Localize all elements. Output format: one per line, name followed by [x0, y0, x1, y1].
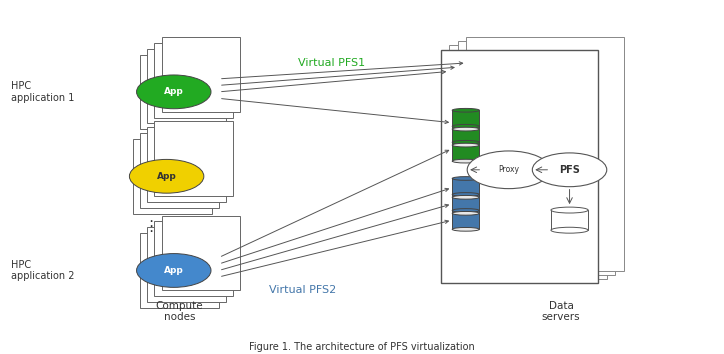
- Bar: [450, 45, 607, 279]
- Ellipse shape: [452, 193, 479, 196]
- Ellipse shape: [452, 195, 479, 199]
- Bar: [452, 110, 479, 129]
- Bar: [140, 133, 219, 208]
- Bar: [154, 222, 233, 296]
- Text: HPC
application 2: HPC application 2: [12, 260, 75, 281]
- Text: Virtual PFS1: Virtual PFS1: [298, 58, 365, 68]
- Bar: [140, 55, 219, 129]
- Text: Data
servers: Data servers: [542, 301, 580, 322]
- Ellipse shape: [452, 127, 479, 131]
- Ellipse shape: [452, 211, 479, 215]
- Bar: [154, 43, 233, 118]
- Text: Virtual PFS2: Virtual PFS2: [269, 285, 336, 295]
- Text: App: App: [157, 172, 177, 181]
- Text: Figure 1. The architecture of PFS virtualization: Figure 1. The architecture of PFS virtua…: [249, 342, 475, 352]
- Circle shape: [532, 153, 607, 187]
- Ellipse shape: [452, 108, 479, 112]
- Ellipse shape: [452, 124, 479, 128]
- Bar: [147, 127, 226, 202]
- Bar: [154, 121, 233, 196]
- Bar: [452, 211, 479, 229]
- Bar: [452, 142, 479, 161]
- Ellipse shape: [551, 207, 588, 213]
- Circle shape: [467, 151, 550, 189]
- Text: Proxy: Proxy: [498, 165, 519, 174]
- Bar: [452, 178, 479, 197]
- Ellipse shape: [452, 209, 479, 212]
- Text: App: App: [164, 266, 184, 275]
- Bar: [551, 210, 588, 230]
- Bar: [441, 50, 598, 284]
- Bar: [147, 48, 226, 123]
- Ellipse shape: [551, 227, 588, 233]
- Ellipse shape: [452, 177, 479, 180]
- Circle shape: [130, 159, 204, 193]
- Bar: [161, 37, 240, 112]
- Ellipse shape: [452, 159, 479, 163]
- Text: Compute
nodes: Compute nodes: [156, 301, 203, 322]
- Bar: [133, 139, 211, 214]
- Text: HPC
application 1: HPC application 1: [12, 81, 75, 103]
- Bar: [466, 37, 624, 271]
- Bar: [147, 227, 226, 302]
- Text: App: App: [164, 87, 184, 96]
- Text: PFS: PFS: [559, 165, 580, 175]
- Circle shape: [137, 253, 211, 287]
- Bar: [441, 50, 598, 284]
- Bar: [161, 216, 240, 290]
- Bar: [452, 194, 479, 213]
- Ellipse shape: [452, 143, 479, 147]
- Bar: [452, 126, 479, 145]
- Text: ⋮: ⋮: [143, 219, 159, 234]
- Bar: [140, 233, 219, 308]
- Bar: [458, 41, 615, 275]
- Ellipse shape: [452, 228, 479, 231]
- Ellipse shape: [452, 141, 479, 144]
- Circle shape: [137, 75, 211, 109]
